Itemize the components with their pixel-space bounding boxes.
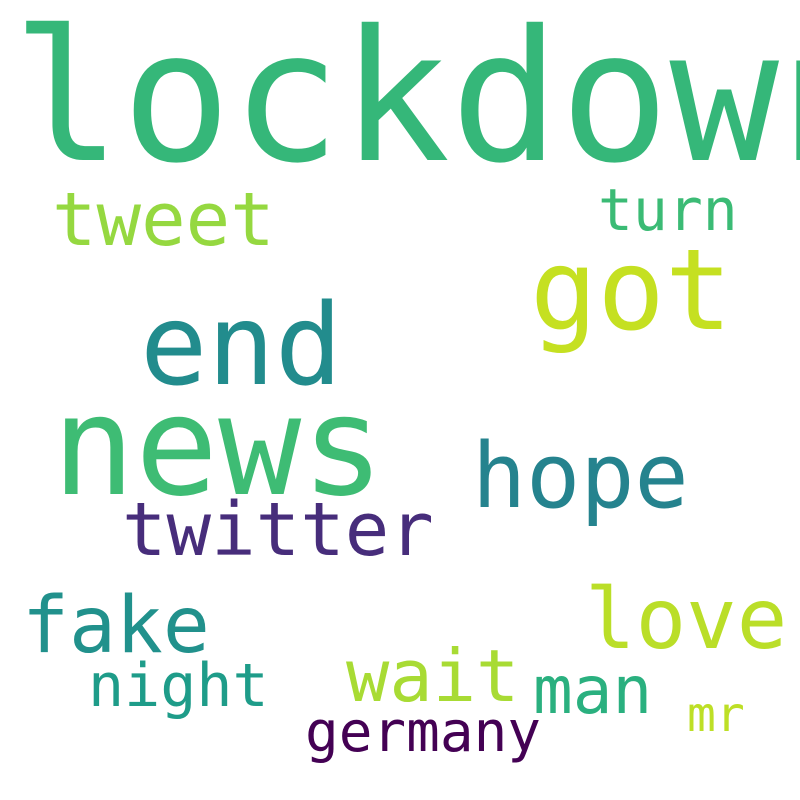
word-germany: germany [305, 700, 542, 765]
word-tweet: tweet [52, 177, 275, 263]
word-fake: fake [22, 581, 210, 671]
word-twitter: twitter [122, 487, 434, 573]
word-hope: hope [472, 424, 689, 529]
word-turn: turn [598, 176, 738, 244]
word-news: news [52, 366, 385, 527]
word-man: man [533, 652, 653, 729]
word-love: love [585, 570, 788, 668]
word-end: end [140, 281, 343, 411]
word-wait: wait [346, 634, 520, 718]
word-night: night [88, 651, 269, 721]
word-mr: mr [687, 687, 745, 743]
word-got: got [530, 226, 733, 356]
